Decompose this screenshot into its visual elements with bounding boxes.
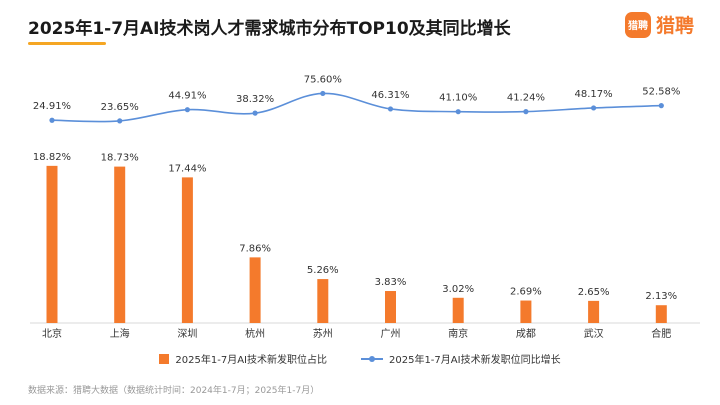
line-point[interactable] <box>49 117 55 123</box>
bar-data-label: 7.86% <box>239 243 271 254</box>
line-point[interactable] <box>591 105 597 111</box>
legend-bar-swatch <box>159 353 170 364</box>
bar[interactable] <box>249 257 261 323</box>
x-tick-label: 深圳 <box>177 328 197 340</box>
x-tick-label: 苏州 <box>313 327 333 340</box>
liepin-logo-icon: 猎聘 <box>624 11 651 38</box>
line-point[interactable] <box>523 109 529 115</box>
x-tick-label: 广州 <box>381 328 401 340</box>
line-data-label: 41.24% <box>507 93 545 104</box>
line-point[interactable] <box>117 118 123 124</box>
x-tick-label: 武汉 <box>584 327 604 340</box>
bar[interactable] <box>181 177 193 323</box>
line-data-label: 48.17% <box>575 89 613 100</box>
line-data-label: 52.58% <box>642 87 680 98</box>
bar-data-label: 18.73% <box>101 153 139 164</box>
bar-data-label: 2.69% <box>510 287 542 298</box>
line-data-label: 38.32% <box>236 94 274 105</box>
line-point[interactable] <box>658 103 664 109</box>
line-point[interactable] <box>320 90 326 97</box>
bar[interactable] <box>317 279 329 323</box>
legend-line-label: 2025年1-7月AI技术新发职位同比增长 <box>389 355 561 366</box>
bar-data-label: 5.26% <box>307 265 339 276</box>
line-data-label: 75.60% <box>304 74 342 85</box>
legend-bar-label: 2025年1-7月AI技术新发职位占比 <box>175 355 327 366</box>
line-point[interactable] <box>387 106 394 112</box>
line-point[interactable] <box>252 110 258 116</box>
bar-data-label: 18.82% <box>33 152 71 163</box>
bar[interactable] <box>588 300 600 323</box>
brand-name: 猎聘 <box>655 15 694 37</box>
x-tick-label: 成都 <box>516 328 536 340</box>
legend-line-swatch <box>361 354 383 364</box>
line-data-label: 41.10% <box>439 93 477 104</box>
legend-item-bar[interactable]: 2025年1-7月AI技术新发职位占比 <box>159 351 327 366</box>
bar-data-label: 17.44% <box>168 163 206 174</box>
x-tick-label: 北京 <box>42 327 62 340</box>
bar[interactable] <box>520 300 532 323</box>
data-source-note: 数据来源：猎聘大数据（数据统计时间：2024年1-7月；2025年1-7月） <box>28 386 320 396</box>
title-accent-underline <box>28 42 106 45</box>
x-tick-label: 南京 <box>448 327 468 340</box>
line-data-label: 24.91% <box>33 101 71 112</box>
x-tick-label: 上海 <box>110 327 130 340</box>
bar[interactable] <box>385 291 396 323</box>
line-data-label: 23.65% <box>101 102 139 113</box>
bar[interactable] <box>46 165 58 323</box>
chart-title: 2025年1-7月AI技术岗人才需求城市分布TOP10及其同比增长 <box>28 19 511 39</box>
chart-canvas: 18.82% 北京 18.73% 上海 17.44% 深圳 7.86% 杭州 5.26% 苏州 3.… <box>30 74 700 340</box>
bar-data-label: 3.02% <box>442 284 474 295</box>
bar[interactable] <box>655 305 667 323</box>
growth-series-line <box>51 92 662 123</box>
bar-data-label: 2.13% <box>645 291 677 302</box>
line-point[interactable] <box>455 109 461 115</box>
x-tick-label: 杭州 <box>245 327 265 340</box>
bar-data-label: 3.83% <box>375 277 407 288</box>
brand-logo: 猎聘 猎聘 <box>624 11 694 38</box>
line-data-label: 46.31% <box>371 90 409 101</box>
line-point[interactable] <box>184 107 190 113</box>
chart-legend: 2025年1-7月AI技术新发职位占比 2025年1-7月AI技术新发职位同比增… <box>0 351 720 366</box>
bar-data-label: 2.65% <box>578 287 610 298</box>
bar[interactable] <box>452 297 464 323</box>
bar[interactable] <box>114 166 126 323</box>
legend-item-line[interactable]: 2025年1-7月AI技术新发职位同比增长 <box>361 351 561 366</box>
x-tick-label: 合肥 <box>651 327 671 340</box>
line-data-label: 44.91% <box>168 91 206 102</box>
